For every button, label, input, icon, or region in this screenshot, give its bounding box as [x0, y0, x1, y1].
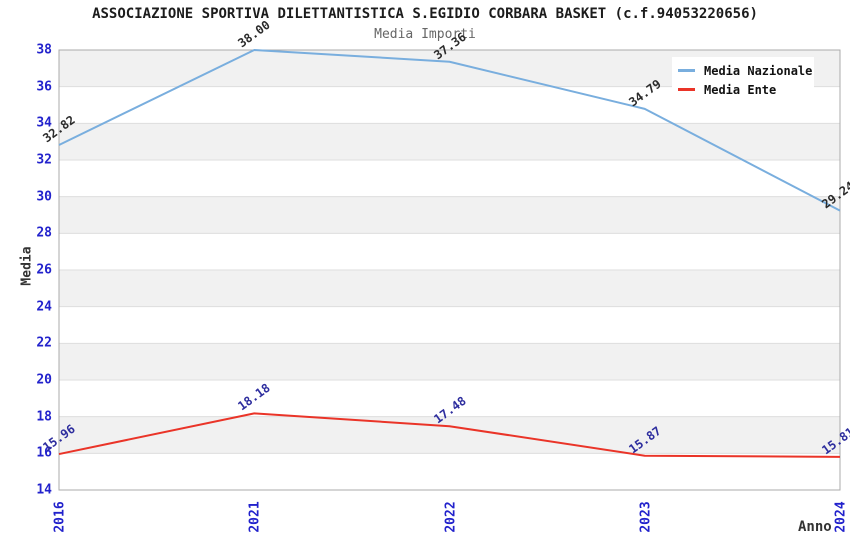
y-tick-label: 26: [36, 262, 52, 278]
y-tick-label: 22: [36, 335, 52, 351]
legend-line-swatch-red: [678, 88, 695, 91]
x-tick-label: 2016: [52, 501, 68, 533]
plot-band: [59, 416, 840, 454]
x-axis-title: Anno: [798, 519, 832, 535]
y-tick-label: 30: [36, 189, 52, 205]
plot-band: [59, 343, 840, 380]
y-tick-label: 18: [36, 409, 52, 425]
legend-label: Media Ente: [704, 82, 777, 97]
x-tick-label: 2024: [833, 501, 849, 533]
x-tick-label: 2021: [247, 501, 263, 533]
y-tick-label: 16: [36, 445, 52, 461]
y-tick-label: 38: [36, 42, 52, 58]
plot-border: [58, 49, 841, 491]
chart-title: ASSOCIAZIONE SPORTIVA DILETTANTISTICA S.…: [92, 6, 758, 22]
y-tick-label: 34: [36, 115, 52, 131]
series-line-media-nazionale: [58, 49, 841, 212]
y-tick-label: 24: [36, 299, 52, 315]
legend: Media Nazionale Media Ente: [672, 57, 814, 103]
y-tick-label: 28: [36, 225, 52, 241]
x-tick-label: 2022: [443, 501, 458, 533]
legend-item-media-ente: Media Ente: [678, 80, 814, 99]
legend-label: Media Nazionale: [704, 63, 813, 78]
x-tick-label: 2023: [638, 501, 654, 533]
y-axis-title: Media: [19, 246, 35, 286]
y-tick-label: 14: [36, 482, 52, 498]
plot-band: [59, 270, 840, 307]
y-tick-label: 36: [36, 79, 52, 95]
series-line-media-ente: [58, 412, 841, 458]
plot-band: [59, 123, 840, 160]
chart-subtitle: Media Importi: [374, 27, 476, 42]
legend-item-media-nazionale: Media Nazionale: [678, 61, 814, 80]
y-tick-label: 20: [36, 372, 52, 388]
plot-band: [59, 196, 840, 234]
legend-line-swatch-blue: [678, 69, 695, 72]
y-tick-label: 32: [36, 152, 52, 168]
